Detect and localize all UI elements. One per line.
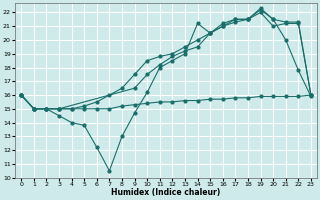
X-axis label: Humidex (Indice chaleur): Humidex (Indice chaleur) <box>111 188 221 197</box>
